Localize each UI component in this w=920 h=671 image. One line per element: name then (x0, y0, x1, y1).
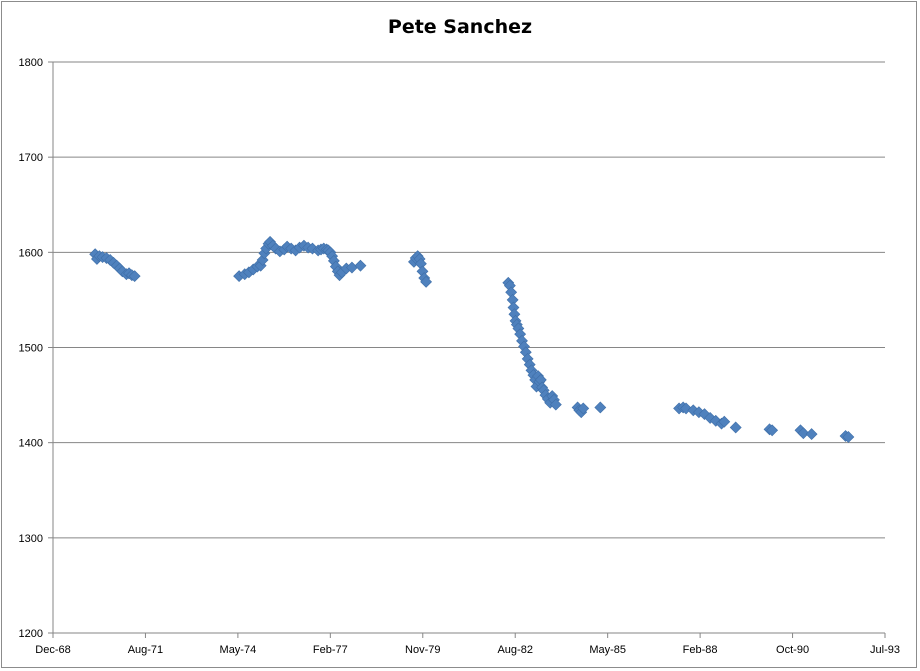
gridlines (53, 61, 885, 539)
y-tick-label: 1300 (19, 533, 43, 545)
y-tick-label: 1600 (19, 247, 43, 259)
data-point (729, 421, 742, 434)
chart-title: Pete Sanchez (387, 16, 533, 38)
y-tick-label: 1800 (19, 57, 43, 69)
data-point (766, 424, 779, 437)
data-point (420, 275, 433, 288)
x-tick-label: Jul-93 (870, 644, 900, 656)
data-point (128, 270, 141, 283)
data-point (354, 259, 367, 272)
x-tick-label: Nov-79 (405, 644, 440, 656)
data-point (577, 402, 590, 415)
data-point (256, 254, 269, 266)
data-point (718, 415, 731, 428)
x-tick-label: May-74 (220, 644, 257, 656)
data-point (805, 428, 818, 441)
x-tick-label: Dec-68 (35, 644, 70, 656)
x-tick-label: Aug-71 (128, 644, 163, 656)
data-point (549, 398, 562, 411)
axes (48, 61, 886, 638)
x-tick-label: Feb-77 (313, 644, 348, 656)
y-tick-label: 1200 (19, 628, 43, 640)
x-tick-label: Aug-82 (497, 644, 532, 656)
data-point (797, 427, 810, 440)
x-tick-label: Oct-90 (776, 644, 809, 656)
y-tick-label: 1700 (19, 152, 43, 164)
data-points (89, 235, 855, 443)
tick-labels: 1200 1300 1400 1500 1600 1700 1800 Dec-68 Aug-71… (19, 57, 900, 656)
data-point (842, 431, 855, 443)
y-tick-label: 1400 (19, 438, 43, 450)
x-tick-label: May-85 (589, 644, 626, 656)
x-tick-label: Feb-88 (683, 644, 718, 656)
y-tick-label: 1500 (19, 343, 43, 355)
data-point (594, 401, 607, 414)
